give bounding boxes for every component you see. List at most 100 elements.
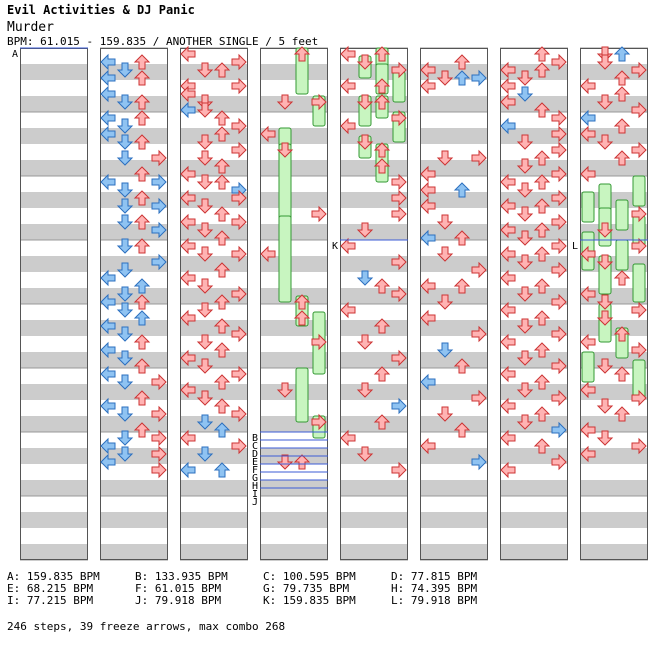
beat-stripe xyxy=(180,544,248,560)
bpm-marker-label: G xyxy=(252,473,258,484)
step-arrow xyxy=(436,294,454,310)
step-arrow xyxy=(293,454,311,470)
step-arrow xyxy=(151,373,167,391)
bpm-id: G xyxy=(263,582,270,595)
beat-stripe xyxy=(20,160,88,176)
step-arrow xyxy=(613,406,631,422)
step-arrow xyxy=(533,222,551,238)
beat-stripe xyxy=(100,256,168,272)
beat-stripe xyxy=(420,64,488,80)
step-arrow xyxy=(356,54,374,70)
step-arrow xyxy=(180,429,196,447)
step-arrow xyxy=(420,197,436,215)
bpm-marker: F xyxy=(252,463,328,476)
step-arrow xyxy=(180,45,196,63)
step-arrow xyxy=(196,246,214,262)
step-arrow xyxy=(516,206,534,222)
step-arrow xyxy=(631,205,647,223)
step-arrow xyxy=(116,150,134,166)
step-arrow xyxy=(231,285,247,303)
step-arrow xyxy=(196,334,214,350)
beat-stripe xyxy=(100,416,168,432)
step-arrow xyxy=(471,261,487,279)
beat-stripe xyxy=(260,96,328,112)
step-arrow xyxy=(373,366,391,382)
song-artist: Evil Activities & DJ Panic xyxy=(7,3,195,17)
beat-stripe xyxy=(500,288,568,304)
step-arrow xyxy=(453,182,471,198)
step-arrow xyxy=(533,374,551,390)
beat-stripe xyxy=(340,480,408,496)
step-arrow xyxy=(551,389,567,407)
step-arrow xyxy=(580,125,596,143)
step-arrow xyxy=(391,461,407,479)
beat-stripe xyxy=(420,448,488,464)
column-border xyxy=(340,48,408,560)
step-arrow xyxy=(180,237,196,255)
step-arrow xyxy=(500,333,516,351)
beat-stripe xyxy=(420,480,488,496)
step-arrow xyxy=(500,365,516,383)
bpm-id: E xyxy=(7,582,14,595)
bpm-marker-label: F xyxy=(252,465,258,476)
step-arrow xyxy=(391,397,407,415)
beat-stripe xyxy=(340,544,408,560)
beat-stripe xyxy=(180,288,248,304)
beat-stripe xyxy=(580,416,648,432)
bpm-value: 68.215 BPM xyxy=(26,582,94,595)
step-arrow xyxy=(100,365,116,383)
step-arrow xyxy=(100,437,116,455)
beat-stripe xyxy=(500,352,568,368)
step-arrow xyxy=(391,349,407,367)
step-arrow xyxy=(180,189,196,207)
step-arrow xyxy=(100,269,116,287)
step-arrow xyxy=(151,173,167,191)
step-arrow xyxy=(213,294,231,310)
beat-stripe xyxy=(100,384,168,400)
chart-summary: 246 steps, 39 freeze arrows, max combo 2… xyxy=(7,620,286,633)
step-arrow xyxy=(631,101,647,119)
step-arrow xyxy=(391,285,407,303)
step-arrow xyxy=(151,197,167,215)
beat-stripe xyxy=(20,448,88,464)
step-arrow xyxy=(213,206,231,222)
beat-stripe xyxy=(500,512,568,528)
bpm-legend-i: I: 77.215 BPM xyxy=(7,594,94,607)
bpm-marker: B xyxy=(252,431,328,444)
step-arrow xyxy=(276,454,294,470)
step-arrow xyxy=(471,149,487,167)
beat-stripe xyxy=(500,480,568,496)
bpm-marker-label: K xyxy=(332,241,338,252)
beat-stripe xyxy=(100,320,168,336)
step-arrow xyxy=(420,61,436,79)
beat-stripe xyxy=(180,384,248,400)
step-arrow xyxy=(533,342,551,358)
step-arrow xyxy=(116,198,134,214)
bpm-legend-k: K: 159.835 BPM xyxy=(263,594,356,607)
beat-stripe xyxy=(260,160,328,176)
bpm-id: B xyxy=(135,570,142,583)
step-arrow xyxy=(116,62,134,78)
freeze-arrow xyxy=(278,215,292,303)
bpm-marker: E xyxy=(252,455,328,468)
step-arrow xyxy=(596,222,614,238)
step-arrow xyxy=(516,86,534,102)
step-arrow xyxy=(420,165,436,183)
step-arrow xyxy=(596,398,614,414)
step-arrow xyxy=(213,174,231,190)
step-arrow xyxy=(420,437,436,455)
step-arrow xyxy=(196,278,214,294)
beat-stripe xyxy=(100,352,168,368)
freeze-arrow xyxy=(581,351,595,383)
step-arrow xyxy=(580,381,596,399)
step-arrow xyxy=(580,165,596,183)
beat-stripe xyxy=(260,64,328,80)
step-arrow xyxy=(311,93,327,111)
beat-stripe xyxy=(500,128,568,144)
step-arrow xyxy=(551,421,567,439)
step-arrow xyxy=(133,238,151,254)
step-arrow xyxy=(436,342,454,358)
step-arrow xyxy=(116,134,134,150)
bpm-value: 133.935 BPM xyxy=(154,570,228,583)
step-arrow xyxy=(116,350,134,366)
